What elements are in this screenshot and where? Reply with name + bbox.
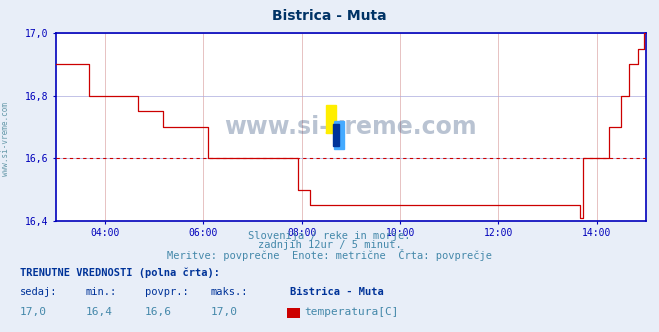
Text: zadnjih 12ur / 5 minut.: zadnjih 12ur / 5 minut. — [258, 240, 401, 250]
Text: povpr.:: povpr.: — [145, 287, 188, 297]
Text: maks.:: maks.: — [211, 287, 248, 297]
Text: Meritve: povprečne  Enote: metrične  Črta: povprečje: Meritve: povprečne Enote: metrične Črta:… — [167, 249, 492, 261]
Text: sedaj:: sedaj: — [20, 287, 57, 297]
Text: 17,0: 17,0 — [211, 307, 238, 317]
Text: www.si-vreme.com: www.si-vreme.com — [1, 103, 10, 176]
Text: temperatura[C]: temperatura[C] — [304, 307, 399, 317]
Text: Bistrica - Muta: Bistrica - Muta — [290, 287, 384, 297]
Text: www.si-vreme.com: www.si-vreme.com — [225, 115, 477, 139]
Text: min.:: min.: — [86, 287, 117, 297]
Text: Bistrica - Muta: Bistrica - Muta — [272, 9, 387, 23]
Text: 16,4: 16,4 — [86, 307, 113, 317]
Text: 17,0: 17,0 — [20, 307, 47, 317]
Text: TRENUTNE VREDNOSTI (polna črta):: TRENUTNE VREDNOSTI (polna črta): — [20, 267, 219, 278]
Bar — [333, 124, 339, 146]
FancyArrow shape — [326, 120, 333, 133]
Bar — [326, 105, 336, 133]
Text: 16,6: 16,6 — [145, 307, 172, 317]
Text: Slovenija / reke in morje.: Slovenija / reke in morje. — [248, 231, 411, 241]
Bar — [335, 121, 345, 149]
